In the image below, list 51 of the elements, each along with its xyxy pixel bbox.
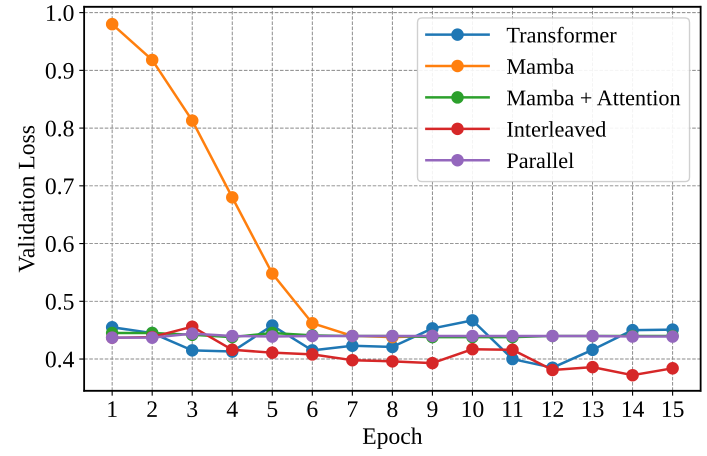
x-axis-title: Epoch: [362, 427, 422, 449]
point: [586, 360, 599, 374]
y-tick-label: 0.4: [46, 352, 74, 368]
point: [506, 344, 519, 356]
point: [266, 267, 279, 280]
point: [106, 18, 118, 30]
x-tick-label: 13: [582, 401, 604, 418]
x-tick-label: 12: [542, 401, 564, 417]
point: [346, 354, 359, 366]
point: [186, 344, 198, 357]
y-tick-label: 0.5: [46, 294, 74, 310]
x-tick-label: 6: [307, 401, 318, 418]
point: [306, 348, 319, 361]
point: [426, 356, 439, 370]
legend-label: Mamba + Attention: [507, 90, 680, 106]
x-tick-label: 10: [462, 401, 484, 418]
point: [466, 314, 479, 327]
x-tick-label: 2: [147, 401, 157, 417]
x-tick-label: 3: [187, 401, 198, 418]
x-tick-label: 15: [662, 401, 684, 418]
point: [266, 330, 279, 343]
legend-label: Parallel: [507, 152, 574, 168]
x-tick-label: 5: [268, 401, 278, 418]
y-tick-label: 0.7: [46, 178, 74, 194]
point: [666, 362, 679, 375]
point: [146, 54, 158, 66]
point: [546, 364, 559, 376]
x-tick-label: 14: [622, 401, 644, 417]
point: [626, 368, 639, 382]
point: [386, 355, 399, 368]
point: [586, 344, 599, 356]
x-tick-label: 8: [387, 401, 398, 418]
y-tick-label: 1.0: [46, 5, 74, 22]
point: [466, 342, 479, 356]
point: [186, 114, 198, 127]
point: [346, 340, 359, 352]
y-tick-label: 0.6: [46, 236, 74, 252]
x-tick-label: 1: [108, 401, 117, 417]
legend-label: Transformer: [506, 26, 616, 43]
x-tick-label: 9: [427, 401, 438, 418]
y-tick-label: 0.9: [46, 62, 74, 79]
y-tick-label: 0.8: [46, 120, 74, 137]
legend-label: Interleaved: [507, 121, 606, 137]
legend-label: Mamba: [507, 58, 574, 74]
y-axis-title: Validation Loss: [18, 126, 35, 272]
point: [226, 191, 239, 204]
point: [266, 346, 279, 359]
x-tick-label: 4: [226, 401, 238, 417]
x-tick-label: 11: [503, 401, 522, 417]
point: [306, 316, 319, 330]
x-tick-label: 7: [348, 401, 358, 417]
